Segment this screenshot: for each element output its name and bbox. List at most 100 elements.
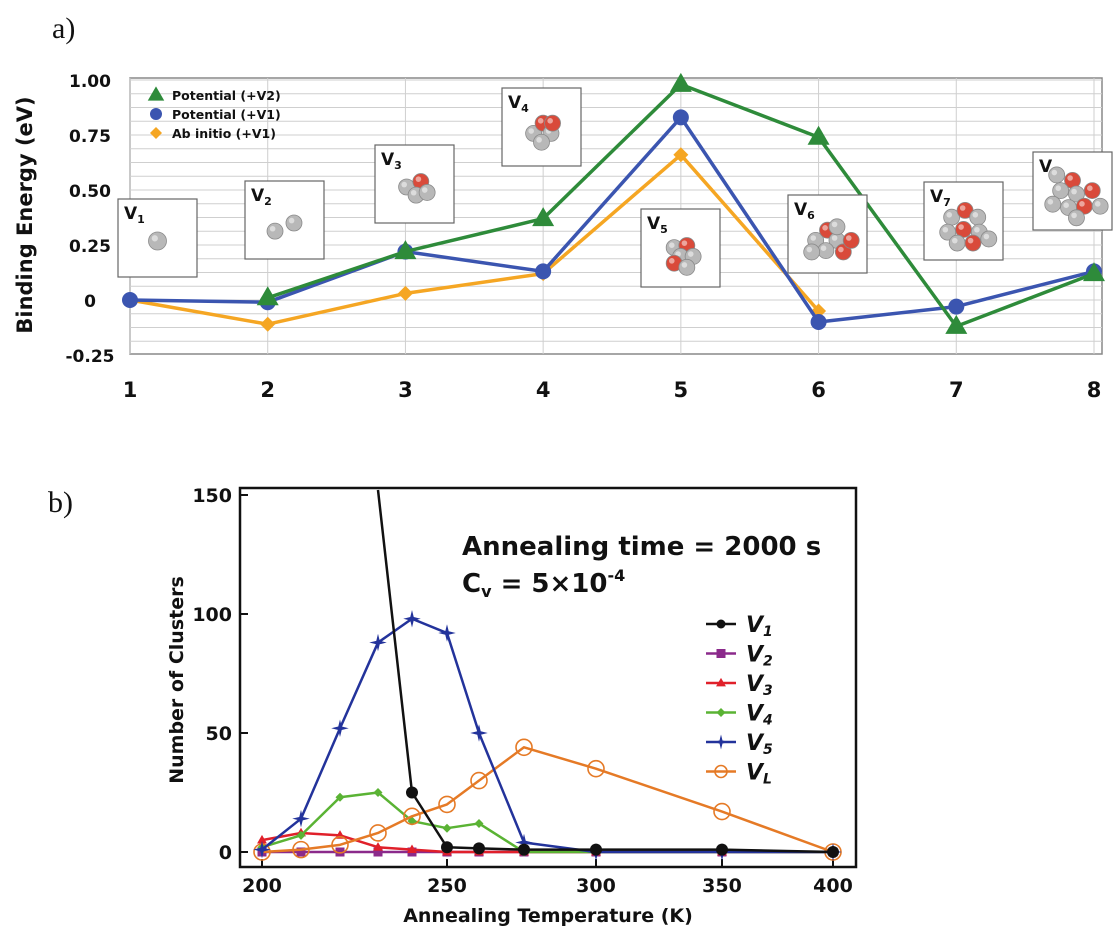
series-L [253, 738, 842, 861]
data-point [292, 840, 310, 859]
atom-highlight [288, 217, 295, 224]
legend-label: V3 [746, 672, 773, 699]
atom-highlight [528, 128, 534, 134]
atom-highlight [983, 233, 990, 240]
atom-highlight [1087, 185, 1093, 191]
atom-highlight [1067, 175, 1073, 181]
data-point [369, 633, 387, 652]
x-tick-label: 250 [427, 875, 467, 897]
atom-sphere [817, 242, 835, 260]
data-point [673, 147, 689, 163]
atom-highlight [942, 226, 949, 233]
atom-highlight [831, 235, 838, 241]
series-line [261, 746, 834, 854]
legend-label-sub: 2 [763, 654, 773, 670]
data-point [713, 802, 731, 821]
atom-highlight [681, 262, 688, 268]
inset-box [244, 180, 325, 260]
data-point [669, 72, 692, 92]
chart-b-annotation-time: Annealing time = 2000 s [462, 532, 821, 562]
data-point [672, 109, 689, 126]
legend-marker [150, 108, 162, 120]
x-tick-label: 2 [260, 378, 275, 402]
legend-label-base: V [746, 613, 765, 638]
atom-highlight [972, 212, 979, 218]
atom-highlight [967, 237, 974, 244]
y-tick-label: 50 [206, 723, 232, 745]
atom-highlight [269, 225, 276, 232]
atom-sphere [1048, 166, 1066, 184]
chart-b-cluster-count: 0 50 100 150 200 250 300 350 400 Number of Clus… [166, 485, 858, 927]
inset-label-base: V [508, 93, 522, 113]
atom-highlight [951, 237, 958, 244]
data-point [369, 824, 387, 842]
data-point [406, 786, 418, 799]
atom-highlight [959, 205, 966, 211]
data-point [403, 610, 421, 628]
atom-highlight [946, 212, 953, 218]
atom-sphere [828, 218, 846, 236]
legend-marker [713, 734, 729, 750]
atom-sphere [842, 231, 860, 249]
data-point [587, 759, 605, 778]
x-tick-label: 6 [811, 378, 826, 402]
cluster-inset: V8 [1032, 151, 1113, 231]
atom-sphere [678, 258, 696, 276]
cluster-inset: V1 [117, 198, 198, 278]
inset-label: V3 [381, 150, 402, 172]
atom-highlight [1063, 202, 1069, 208]
atom-sphere [266, 222, 284, 240]
data-point [827, 846, 839, 858]
atom-sphere [803, 243, 821, 261]
legend-label-sub: 1 [763, 624, 773, 640]
atom-sphere [1091, 197, 1109, 215]
y-tick-label: 0.75 [69, 127, 111, 147]
data-point [1083, 262, 1105, 282]
data-point [407, 844, 417, 853]
inset-label-sub: 7 [943, 196, 951, 209]
atom-sphere [418, 184, 436, 201]
data-point [515, 738, 533, 757]
atom-highlight [958, 224, 964, 230]
atom-highlight [401, 181, 408, 188]
inset-label-base: V [124, 204, 138, 224]
series-line [376, 489, 834, 854]
atom-highlight [547, 118, 553, 124]
data-point [442, 823, 452, 833]
atom-sphere [148, 231, 167, 251]
annotation-value: = 5×10 [492, 569, 608, 599]
chart-b-series [253, 489, 842, 861]
atom-highlight [687, 251, 694, 257]
inset-label: V6 [794, 200, 815, 222]
cluster-inset: V5 [640, 208, 721, 288]
x-tick-label: 8 [1087, 378, 1102, 402]
data-point [292, 809, 310, 828]
series-triangle [256, 72, 1105, 334]
data-point [373, 842, 383, 851]
legend-label-base: V [746, 643, 765, 668]
inset-label-sub: 2 [264, 195, 272, 208]
atom-highlight [806, 246, 813, 253]
inset-label: V7 [930, 187, 951, 209]
cluster-inset: V6 [787, 194, 868, 274]
x-tick-label: 4 [536, 378, 551, 402]
legend-label: Potential (+V2) [172, 88, 281, 103]
y-tick-label: 0 [84, 292, 96, 312]
atom-highlight [1094, 201, 1101, 207]
data-point [470, 724, 488, 742]
legend-label: VL [746, 761, 772, 788]
inset-label-sub: 3 [394, 159, 402, 172]
series-1 [376, 489, 839, 858]
data-point [253, 840, 271, 859]
inset-label: V4 [508, 93, 529, 115]
atom-highlight [1055, 185, 1062, 191]
data-point [257, 834, 267, 844]
data-point [397, 285, 413, 301]
legend-marker [150, 127, 162, 139]
inset-label-base: V [794, 200, 808, 220]
data-point [122, 292, 138, 308]
x-tick-label: 5 [674, 378, 689, 402]
chart-b-plot-area [238, 486, 858, 869]
cluster-inset: V2 [244, 180, 325, 260]
chart-a-binding-energy: 1.00 0.75 0.50 0.25 0 -0.25 1 2 3 4 5 6 7 8 Binding … [13, 72, 1113, 402]
